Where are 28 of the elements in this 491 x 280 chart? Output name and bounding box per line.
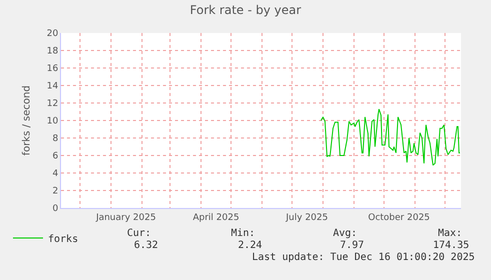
y-tick-label: 8 [52, 134, 58, 144]
x-tick-label: January 2025 [95, 212, 156, 223]
text: Avg: [333, 228, 358, 239]
text: Max: [438, 228, 462, 239]
text: Min: [231, 228, 256, 239]
text: 174.35 [433, 240, 470, 251]
y-tick-label: 4 [52, 169, 58, 180]
y-tick-label: 12 [46, 99, 58, 110]
x-tick-label: July 2025 [285, 212, 328, 223]
text: 2.24 [238, 240, 262, 251]
y-tick-label: 0 [52, 204, 58, 214]
y-tick-label: 20 [46, 29, 58, 40]
y-axis-title: forks / second [22, 85, 33, 156]
y-tick-label: 16 [46, 64, 58, 74]
text: Last update: Tue Dec 16 01:00:20 2025 [252, 252, 475, 263]
x-tick-label: October 2025 [368, 212, 430, 223]
legend-label: forks [48, 234, 78, 245]
text: 7.97 [340, 240, 364, 251]
y-tick-label: 6 [52, 152, 58, 162]
y-tick-label: 10 [46, 116, 58, 127]
y-tick-label: 14 [46, 82, 58, 92]
y-tick-label: 18 [46, 46, 58, 57]
x-tick-label: April 2025 [192, 212, 240, 223]
y-tick-label: 2 [52, 186, 58, 197]
text: 6.32 [134, 240, 158, 251]
chart-title: Fork rate - by year [190, 3, 302, 18]
text: Cur: [127, 228, 152, 239]
line-series [320, 108, 460, 166]
